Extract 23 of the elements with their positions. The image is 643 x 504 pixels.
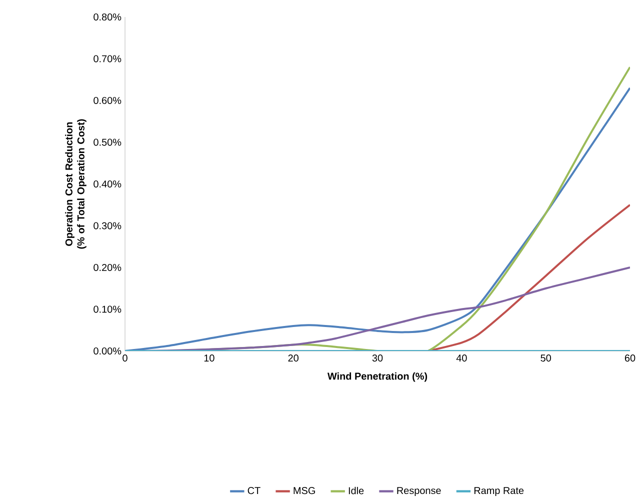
legend-label: Response	[397, 487, 441, 496]
y-tick-label: 0.10%	[94, 306, 122, 313]
x-tick-label: 40	[456, 354, 467, 362]
x-axis-title: Wind Penetration (%)	[327, 372, 428, 382]
legend-label: MSG	[294, 487, 315, 494]
x-tick-label: 0	[122, 354, 128, 362]
legend-label: CT	[248, 487, 260, 494]
y-tick-label: 0.70%	[94, 55, 122, 62]
x-tick-label: 30	[372, 354, 383, 362]
legend-label: Ramp Rate	[474, 487, 524, 496]
y-tick-label: 0.80%	[94, 13, 122, 21]
y-tick-label: 0.60%	[94, 96, 122, 104]
y-tick-label: 0.50%	[94, 138, 122, 146]
y-tick-label: 0.20%	[94, 264, 122, 272]
x-tick-label: 10	[204, 354, 214, 362]
legend-label: Idle	[348, 486, 364, 494]
y-tick-label: 0.40%	[94, 180, 122, 188]
y-axis-title: Operation Cost Reduction (% of Total Operation Cost)	[65, 119, 86, 249]
x-tick-label: 60	[624, 354, 636, 362]
y-tick-label: 0.00%	[94, 347, 122, 355]
y-tick-label: 0.30%	[94, 222, 122, 230]
x-tick-label: 20	[288, 354, 298, 362]
x-tick-label: 50	[540, 354, 551, 362]
